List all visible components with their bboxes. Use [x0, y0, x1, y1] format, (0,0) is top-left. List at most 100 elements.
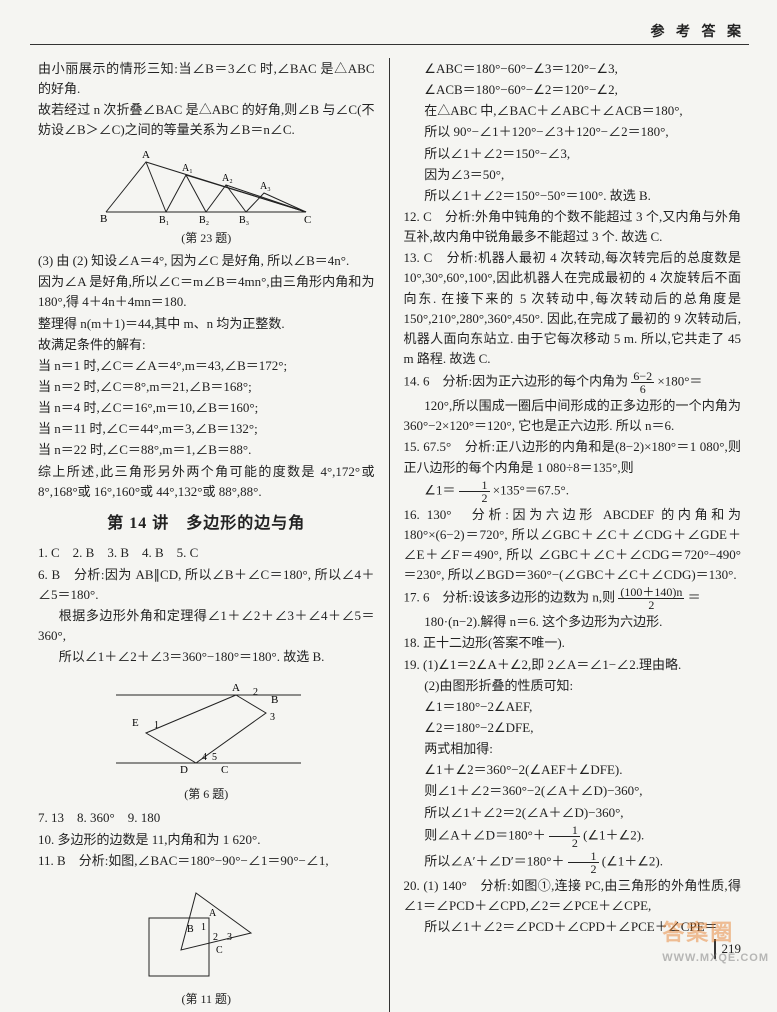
- svg-text:2: 2: [253, 687, 258, 698]
- para: 在△ABC 中,∠BAC＋∠ABC＋∠ACB＝180°,: [404, 101, 742, 121]
- answers-7-9: 7. 13 8. 360° 9. 180: [38, 808, 375, 828]
- para: 因为∠A 是好角,所以∠C＝m∠B＝4mn°,由三角形内角和为 180°,得 4…: [38, 272, 375, 312]
- para: 因为∠3＝50°,: [404, 165, 742, 185]
- svg-text:D: D: [180, 764, 188, 776]
- svg-text:1: 1: [154, 720, 159, 731]
- q19-text: 则∠1＋∠2＝360°−2(∠A＋∠D)−360°,: [404, 781, 742, 801]
- para: 当 n＝4 时,∠C＝16°,m＝10,∠B＝160°;: [38, 398, 375, 418]
- para: 由小丽展示的情形三知:当∠B＝3∠C 时,∠BAC 是△ABC 的好角.: [38, 59, 375, 99]
- svg-text:C: C: [221, 764, 228, 776]
- para: 当 n＝11 时,∠C＝44°,m＝3,∠B＝132°;: [38, 419, 375, 439]
- right-column: ∠ABC＝180°−60°−∠3＝120°−∠3, ∠ACB＝180°−60°−…: [390, 58, 750, 1012]
- q19j-b: (∠1＋∠2).: [602, 853, 663, 868]
- two-column-layout: 由小丽展示的情形三知:当∠B＝3∠C 时,∠BAC 是△ABC 的好角. 故若经…: [30, 58, 749, 1012]
- parallel-lines-diagram: A B 3 2 E 1 D 4 C 5: [106, 673, 306, 783]
- figure-11-caption: (第 11 题): [38, 990, 375, 1009]
- q19-text: ∠2＝180°−2∠DFE,: [404, 718, 742, 738]
- fraction: 6−26: [631, 370, 654, 395]
- q15-text: ∠1＝ 12 ×135°＝67.5°.: [404, 479, 742, 504]
- triangle-folding-diagram: B B₁ B₂ B₃ C A A₁ A₂ A₃: [96, 147, 316, 227]
- q15-b: ∠1＝: [424, 482, 455, 497]
- svg-text:B: B: [271, 694, 278, 706]
- figure-23-caption: (第 23 题): [38, 229, 375, 248]
- para: 故满足条件的解有:: [38, 335, 375, 355]
- svg-text:A: A: [209, 908, 217, 919]
- fraction: 12: [549, 824, 580, 849]
- q19-text: 19. (1)∠1＝2∠A＋∠2,即 2∠A＝∠1−∠2.理由略.: [404, 655, 742, 675]
- q19-text: ∠1＋∠2＝360°−2(∠AEF＋∠DFE).: [404, 760, 742, 780]
- svg-text:2: 2: [213, 932, 218, 943]
- svg-text:4: 4: [202, 752, 207, 763]
- q19i-a: 则∠A＋∠D＝180°＋: [424, 827, 545, 842]
- triangle-square-diagram: 1 A 2 B C 3: [131, 878, 281, 988]
- para: ∠ACB＝180°−60°−∠2＝120°−∠2,: [404, 80, 742, 100]
- svg-text:A: A: [232, 682, 240, 694]
- para: 当 n＝22 时,∠C＝88°,m＝1,∠B＝88°.: [38, 440, 375, 460]
- fraction: 12: [568, 850, 599, 875]
- svg-text:A: A: [142, 149, 150, 161]
- svg-text:3: 3: [227, 932, 232, 943]
- section-14-title: 第 14 讲 多边形的边与角: [38, 512, 375, 537]
- q17-text: 180·(n−2).解得 n＝6. 这个多边形为六边形.: [404, 612, 742, 632]
- q6-text: 6. B 分析:因为 AB∥CD, 所以∠B＋∠C＝180°, 所以∠4＋∠5＝…: [38, 565, 375, 605]
- svg-text:1: 1: [201, 922, 206, 933]
- figure-23: B B₁ B₂ B₃ C A A₁ A₂ A₃: [38, 147, 375, 227]
- q19-text: ∠1＝180°−2∠AEF,: [404, 697, 742, 717]
- q16-text: 16. 130° 分析:因为六边形 ABCDEF 的内角和为 180°×(6−2…: [404, 505, 742, 586]
- left-column: 由小丽展示的情形三知:当∠B＝3∠C 时,∠BAC 是△ABC 的好角. 故若经…: [30, 58, 390, 1012]
- header-rule: [30, 44, 749, 45]
- para: 当 n＝2 时,∠C＝8°,m＝21,∠B＝168°;: [38, 377, 375, 397]
- q13-text: 13. C 分析:机器人最初 4 次转动,每次转完后的总度数是 10°,30°,…: [404, 248, 742, 369]
- fraction: (100＋140)n2: [618, 586, 684, 611]
- svg-text:A₁: A₁: [182, 163, 193, 174]
- para: 当 n＝1 时,∠C＝∠A＝4°,m＝43,∠B＝172°;: [38, 356, 375, 376]
- para: ∠ABC＝180°−60°−∠3＝120°−∠3,: [404, 59, 742, 79]
- svg-text:5: 5: [212, 752, 217, 763]
- q18-text: 18. 正十二边形(答案不唯一).: [404, 633, 742, 653]
- q19-text: 所以∠1＋∠2＝2(∠A＋∠D)−360°,: [404, 803, 742, 823]
- svg-text:B: B: [100, 213, 107, 225]
- q17-a: 17. 6 分析:设该多边形的边数为 n,则: [404, 590, 616, 605]
- svg-text:B₃: B₃: [239, 215, 249, 226]
- q14-text: 14. 6 分析:因为正六边形的每个内角为 6−26 ×180°＝: [404, 370, 742, 395]
- svg-text:A₂: A₂: [222, 173, 233, 184]
- q14-b: ×180°＝: [657, 374, 702, 389]
- q14-a: 14. 6 分析:因为正六边形的每个内角为: [404, 374, 629, 389]
- page-header-title: 参 考 答 案: [651, 22, 746, 44]
- para: 所以∠1＋∠2＝150°−50°＝100°. 故选 B.: [404, 186, 742, 206]
- svg-text:3: 3: [270, 712, 275, 723]
- figure-6-caption: (第 6 题): [38, 785, 375, 804]
- para: (3) 由 (2) 知设∠A＝4°, 因为∠C 是好角, 所以∠B＝4n°.: [38, 251, 375, 271]
- svg-text:C: C: [216, 945, 223, 956]
- svg-text:C: C: [304, 214, 311, 226]
- svg-text:E: E: [132, 717, 139, 729]
- q20-text: 20. (1) 140° 分析:如图①,连接 PC,由三角形的外角性质,得∠1＝…: [404, 876, 742, 916]
- para: 综上所述,此三角形另外两个角可能的度数是 4°,172°或 8°,168°或 1…: [38, 462, 375, 502]
- para: 所以 90°−∠1＋120°−∠3＋120°−∠2＝180°,: [404, 122, 742, 142]
- q19-text: 则∠A＋∠D＝180°＋ 12 (∠1＋∠2).: [404, 824, 742, 849]
- para: 整理得 n(m＋1)＝44,其中 m、n 均为正整数.: [38, 314, 375, 334]
- q12-text: 12. C 分析:外角中钝角的个数不能超过 3 个,又内角与外角互补,故内角中锐…: [404, 207, 742, 247]
- q6-text: 所以∠1＋∠2＋∠3＝360°−180°＝180°. 故选 B.: [38, 647, 375, 667]
- q15-text: 15. 67.5° 分析:正八边形的内角和是(8−2)×180°＝1 080°,…: [404, 437, 742, 477]
- q17-b: ＝: [688, 590, 701, 605]
- watermark-sub: WWW.MXQE.COM: [662, 950, 769, 967]
- q10-text: 10. 多边形的边数是 11,内角和为 1 620°.: [38, 830, 375, 850]
- q19-text: 所以∠A′＋∠D′＝180°＋ 12 (∠1＋∠2).: [404, 850, 742, 875]
- watermark: 答案圈 WWW.MXQE.COM: [662, 916, 769, 967]
- q19j-a: 所以∠A′＋∠D′＝180°＋: [424, 853, 564, 868]
- q19-text: 两式相加得:: [404, 739, 742, 759]
- svg-text:B₁: B₁: [159, 215, 169, 226]
- para: 故若经过 n 次折叠∠BAC 是△ABC 的好角,则∠B 与∠C(不妨设∠B＞∠…: [38, 100, 375, 140]
- figure-11: 1 A 2 B C 3: [38, 878, 375, 988]
- answers-1-5: 1. C 2. B 3. B 4. B 5. C: [38, 543, 375, 563]
- q15-c: ×135°＝67.5°.: [493, 482, 569, 497]
- q11-text: 11. B 分析:如图,∠BAC＝180°−90°−∠1＝90°−∠1,: [38, 851, 375, 871]
- watermark-main: 答案圈: [662, 920, 734, 945]
- svg-text:A₃: A₃: [260, 181, 271, 192]
- q19i-b: (∠1＋∠2).: [583, 827, 644, 842]
- q14-text: 120°,所以围成一圈后中间形成的正多边形的一个内角为 360°−2×120°＝…: [404, 396, 742, 436]
- svg-text:B: B: [187, 924, 194, 935]
- q17-text: 17. 6 分析:设该多边形的边数为 n,则 (100＋140)n2 ＝: [404, 586, 742, 611]
- svg-text:B₂: B₂: [199, 215, 209, 226]
